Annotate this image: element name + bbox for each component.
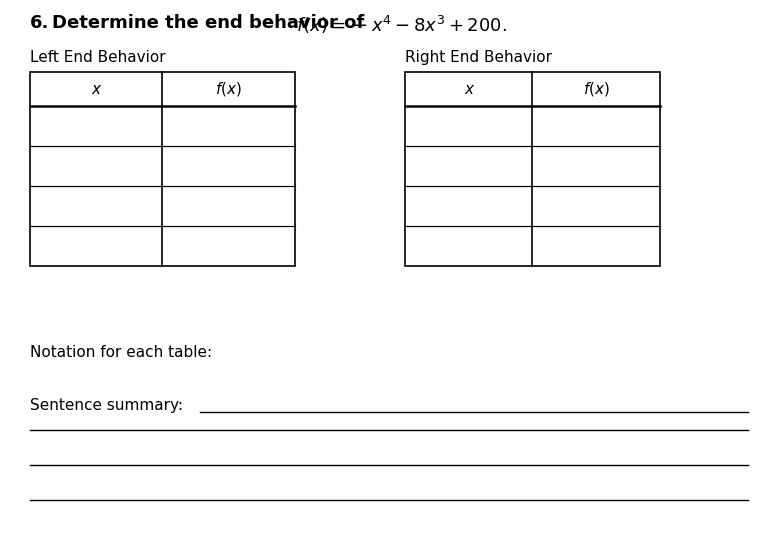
Text: x: x: [92, 81, 100, 96]
Bar: [405, 72, 660, 266]
Text: x: x: [464, 81, 473, 96]
Bar: [30, 72, 295, 266]
Text: Right End Behavior: Right End Behavior: [405, 50, 552, 65]
Text: Left End Behavior: Left End Behavior: [30, 50, 166, 65]
Text: $f(x) = -x^4 - 8x^3 + 200.$: $f(x) = -x^4 - 8x^3 + 200.$: [296, 14, 507, 36]
Text: Determine the end behavior of: Determine the end behavior of: [52, 14, 370, 32]
Text: Sentence summary:: Sentence summary:: [30, 398, 183, 413]
Text: 6.: 6.: [30, 14, 49, 32]
Text: $f(x)$: $f(x)$: [583, 80, 610, 98]
Text: Notation for each table:: Notation for each table:: [30, 345, 212, 360]
Text: $f(x)$: $f(x)$: [216, 80, 242, 98]
